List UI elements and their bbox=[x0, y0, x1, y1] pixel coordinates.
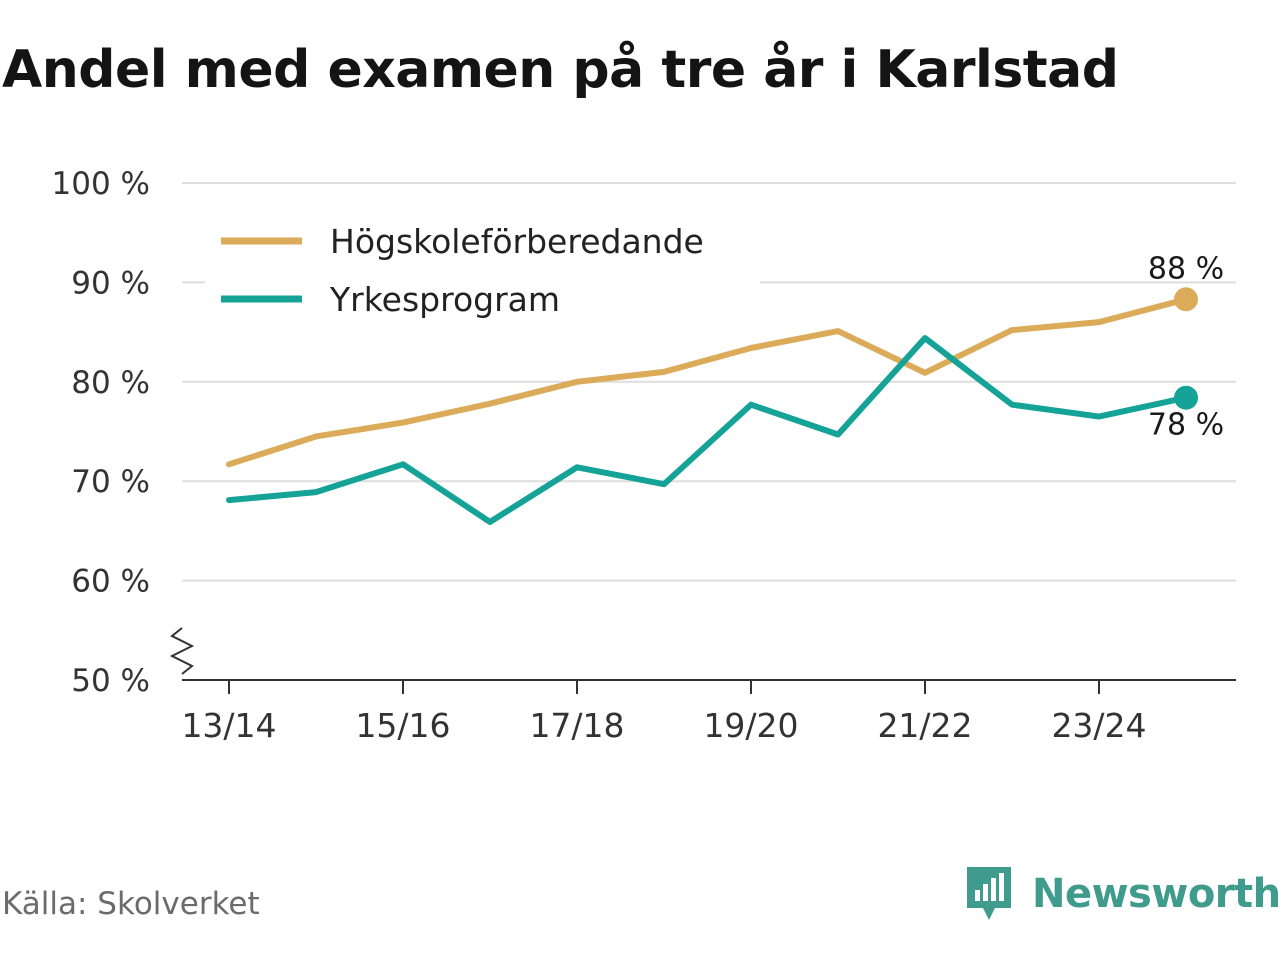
end-point-marker bbox=[1174, 287, 1198, 312]
source-note: Källa: Skolverket bbox=[2, 886, 260, 922]
y-tick-label: 50 % bbox=[71, 663, 150, 699]
series-lines bbox=[226, 287, 1198, 525]
series-line-1 bbox=[226, 335, 1189, 525]
axis-break-icon bbox=[169, 627, 195, 675]
brand-logo: Newsworthy bbox=[964, 864, 1280, 924]
x-tick-label: 19/20 bbox=[703, 706, 798, 745]
legend-background bbox=[205, 205, 760, 325]
chart-title: Andel med examen på tre år i Karlstad bbox=[2, 40, 1119, 100]
x-tick-label: 17/18 bbox=[529, 706, 624, 745]
y-tick-label: 100 % bbox=[52, 166, 150, 202]
y-tick-label: 70 % bbox=[71, 464, 150, 500]
legend-label: Yrkesprogram bbox=[329, 280, 560, 319]
bar-chart-icon bbox=[967, 867, 1011, 920]
y-tick-label: 60 % bbox=[71, 564, 150, 600]
end-labels: 88 % 78 % bbox=[1148, 251, 1224, 442]
x-tick-label: 13/14 bbox=[181, 706, 276, 745]
y-tick-label: 90 % bbox=[71, 265, 150, 301]
x-axis: 13/14 15/16 17/18 19/20 21/22 23/24 bbox=[169, 627, 1236, 745]
series-line-0 bbox=[226, 296, 1189, 468]
end-point-marker bbox=[1174, 385, 1198, 410]
brand-name: Newsworthy bbox=[1032, 871, 1280, 917]
y-tick-label: 80 % bbox=[71, 365, 150, 401]
end-value-label: 88 % bbox=[1148, 251, 1224, 286]
legend-label: Högskoleförberedande bbox=[330, 222, 704, 261]
y-axis-ticks: 100 % 90 % 80 % 70 % 60 % 50 % bbox=[52, 166, 150, 699]
end-value-label: 78 % bbox=[1148, 408, 1224, 443]
x-tick-label: 21/22 bbox=[877, 706, 972, 745]
x-tick-label: 15/16 bbox=[355, 706, 450, 745]
x-tick-label: 23/24 bbox=[1051, 706, 1146, 745]
legend: Högskoleförberedande Yrkesprogram bbox=[205, 205, 760, 325]
